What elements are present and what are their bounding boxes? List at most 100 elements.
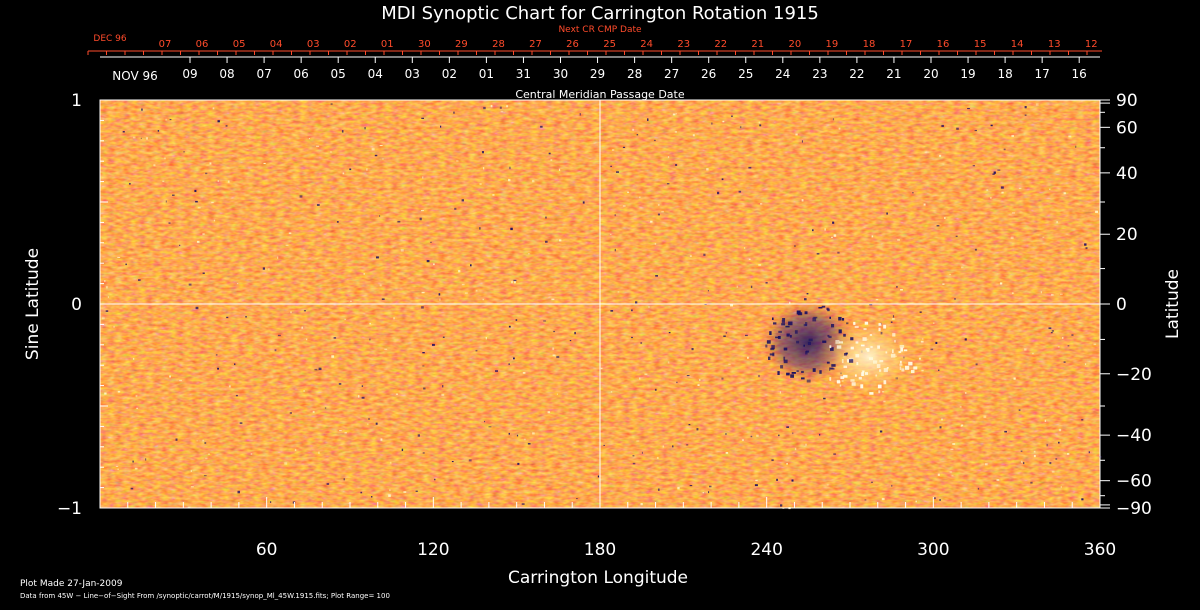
positive-speckle — [644, 373, 648, 375]
negative-speckle — [990, 124, 993, 127]
negative-speckle — [316, 204, 320, 206]
ar-negative-pixel — [772, 317, 774, 320]
next-cr-date-label: 15 — [974, 39, 987, 50]
negative-speckle — [468, 459, 472, 462]
positive-speckle — [389, 461, 392, 464]
negative-speckle — [274, 349, 277, 352]
negative-speckle — [169, 119, 172, 121]
negative-speckle — [954, 298, 956, 300]
ar-positive-pixel — [873, 360, 878, 364]
negative-speckle — [1067, 345, 1070, 347]
negative-speckle — [569, 340, 572, 342]
positive-speckle — [552, 347, 555, 350]
active-region-positive — [816, 317, 921, 398]
negative-speckle — [330, 103, 333, 105]
positive-speckle — [610, 391, 613, 393]
positive-speckle — [331, 355, 335, 358]
positive-speckle — [838, 127, 841, 130]
x-tick-label: 240 — [750, 540, 782, 560]
positive-speckle — [284, 462, 288, 465]
positive-speckle — [672, 113, 676, 116]
negative-speckle — [130, 487, 134, 490]
positive-speckle — [439, 298, 441, 301]
negative-speckle — [375, 422, 378, 425]
ar-negative-pixel — [770, 347, 775, 351]
positive-speckle — [692, 134, 695, 137]
positive-speckle — [500, 110, 504, 113]
ar-negative-pixel — [808, 338, 813, 342]
ar-negative-pixel — [783, 347, 788, 351]
negative-speckle — [823, 397, 826, 400]
positive-speckle — [205, 457, 208, 460]
negative-speckle — [780, 504, 783, 507]
negative-speckle — [195, 200, 198, 203]
ar-negative-pixel — [777, 371, 780, 375]
negative-speckle — [289, 412, 292, 414]
positive-speckle — [294, 448, 297, 451]
positive-speckle — [1051, 470, 1055, 473]
negative-speckle — [442, 385, 444, 388]
ar-negative-pixel — [849, 359, 854, 363]
top-date-label: 20 — [923, 67, 938, 81]
ar-positive-pixel — [864, 372, 868, 375]
negative-speckle — [381, 298, 385, 300]
positive-speckle — [179, 379, 182, 382]
negative-speckle — [723, 335, 726, 337]
negative-speckle — [361, 385, 364, 387]
positive-speckle — [208, 453, 210, 455]
negative-speckle — [941, 124, 944, 127]
ar-positive-pixel — [861, 370, 865, 373]
ar-negative-pixel — [830, 347, 834, 351]
negative-speckle — [129, 183, 131, 185]
positive-speckle — [639, 377, 641, 380]
negative-speckle — [516, 434, 519, 437]
positive-speckle — [960, 425, 963, 427]
negative-speckle — [415, 490, 418, 492]
negative-speckle — [1085, 247, 1088, 250]
next-cr-date-label: 21 — [751, 39, 764, 50]
negative-speckle — [721, 178, 724, 181]
negative-speckle — [262, 267, 265, 270]
next-cr-date-label: 17 — [900, 39, 913, 50]
positive-speckle — [1044, 419, 1047, 422]
negative-speckle — [1051, 330, 1054, 332]
ar-positive-pixel — [835, 340, 840, 344]
positive-speckle — [369, 322, 371, 325]
negative-speckle — [349, 168, 352, 171]
ar-positive-pixel — [836, 380, 841, 384]
y-right-tick-label: −60 — [1116, 472, 1152, 492]
positive-speckle — [217, 180, 219, 183]
negative-speckle — [977, 487, 980, 490]
negative-speckle — [1071, 334, 1074, 336]
top-date-label: 28 — [627, 67, 642, 81]
negative-speckle — [421, 306, 424, 309]
ar-positive-pixel — [883, 368, 888, 373]
negative-speckle — [299, 195, 303, 198]
positive-speckle — [312, 410, 315, 413]
negative-speckle — [374, 154, 378, 157]
positive-speckle — [897, 239, 900, 241]
positive-speckle — [190, 470, 192, 472]
positive-speckle — [551, 298, 555, 301]
negative-speckle — [205, 172, 208, 175]
negative-speckle — [234, 363, 236, 365]
ar-negative-pixel — [781, 320, 785, 323]
x-axis: 60 120 180 240 300 360 — [99, 497, 1116, 560]
negative-speckle — [324, 407, 327, 409]
negative-speckle — [145, 458, 147, 461]
y-right-tick-label: 0 — [1116, 295, 1127, 315]
negative-speckle — [819, 433, 821, 436]
next-cr-date-label: 27 — [529, 39, 542, 50]
ar-negative-pixel — [794, 330, 798, 334]
ar-positive-pixel — [903, 349, 908, 352]
ar-positive-pixel — [855, 354, 860, 358]
negative-speckle — [765, 282, 768, 284]
negative-speckle — [157, 130, 160, 132]
negative-speckle — [138, 279, 141, 281]
top-date-label: 30 — [553, 67, 568, 81]
negative-speckle — [422, 352, 425, 354]
y-axis-label-left: Sine Latitude — [23, 248, 43, 360]
positive-speckle — [104, 280, 106, 282]
positive-speckle — [747, 356, 749, 359]
